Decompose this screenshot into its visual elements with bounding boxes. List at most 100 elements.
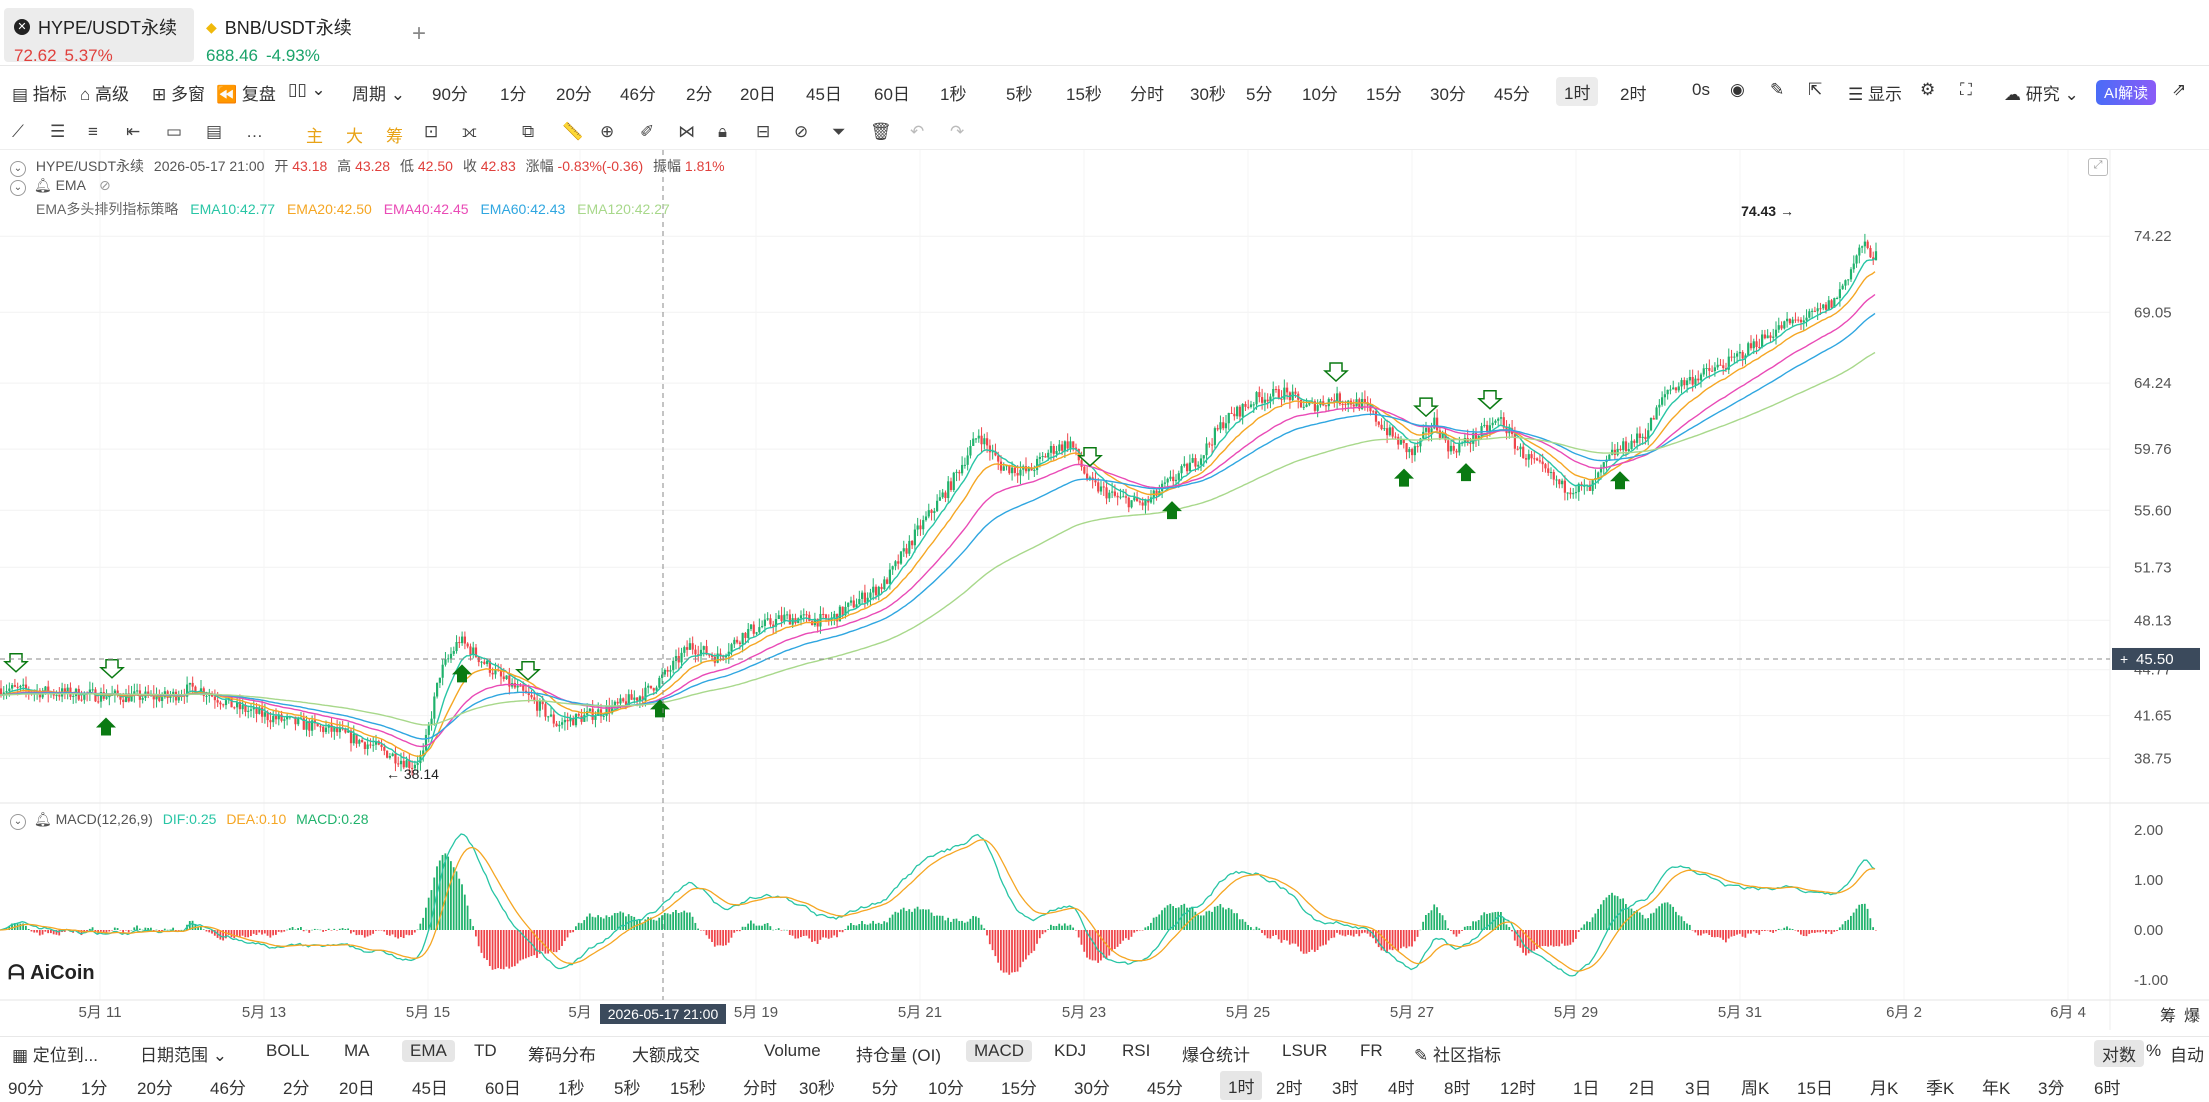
pencil-icon[interactable]: ✎ [1770, 80, 1785, 99]
toolbar-interval-1秒[interactable]: 1秒 [940, 85, 967, 104]
ruler-icon[interactable]: 📏 [562, 122, 584, 141]
interval-10分[interactable]: 10分 [928, 1079, 964, 1098]
interval-45日[interactable]: 45日 [412, 1079, 448, 1098]
interval-2日[interactable]: 2日 [1629, 1079, 1656, 1098]
toolbar-interval-1时[interactable]: 1时 [1556, 77, 1599, 106]
toolbar-interval-46分[interactable]: 46分 [620, 85, 656, 104]
collapse-icon[interactable]: ⌄ [10, 161, 26, 177]
sub-indicator-KDJ[interactable]: KDJ [1054, 1041, 1087, 1060]
sub-indicator-LSUR[interactable]: LSUR [1282, 1041, 1328, 1060]
toolbar-interval-30秒[interactable]: 30秒 [1190, 85, 1226, 104]
sub-indicator-FR[interactable]: FR [1360, 1041, 1383, 1060]
interval-30秒[interactable]: 30秒 [799, 1079, 835, 1098]
interval-90分[interactable]: 90分 [8, 1079, 44, 1098]
main-indicator-MA[interactable]: MA [344, 1041, 370, 1060]
interval-45分[interactable]: 45分 [1147, 1079, 1183, 1098]
side-label-liq[interactable]: 爆 [2184, 1008, 2201, 1025]
close-icon[interactable]: × [2052, 1074, 2062, 1093]
interval-1秒[interactable]: 1秒 [558, 1079, 585, 1098]
channel-tool-icon[interactable]: ≡ [88, 122, 98, 141]
auto-toggle[interactable]: 自动 [2170, 1046, 2204, 1065]
share-icon[interactable]: ⇱ [1808, 80, 1823, 99]
zero-s-label[interactable]: 0s [1692, 80, 1710, 99]
toolbar-interval-45分[interactable]: 45分 [1494, 85, 1530, 104]
interval-30分[interactable]: 30分 [1074, 1079, 1110, 1098]
toolbar-interval-1分[interactable]: 1分 [500, 85, 527, 104]
side-label-chips[interactable]: 筹 [2160, 1008, 2177, 1025]
sub-indicator-RSI[interactable]: RSI [1122, 1041, 1151, 1060]
sub-indicator-MACD[interactable]: MACD [966, 1040, 1033, 1062]
interval-4时[interactable]: 4时 [1388, 1079, 1415, 1098]
toolbar-interval-分时[interactable]: 分时 [1130, 85, 1164, 104]
toolbar-interval-15秒[interactable]: 15秒 [1066, 85, 1102, 104]
interval-15分[interactable]: 15分 [1001, 1079, 1037, 1098]
main-force-button[interactable]: 主 [306, 127, 323, 146]
big-order-button[interactable]: 大 [346, 127, 363, 146]
period-dropdown[interactable]: 周期 ⌄ [352, 80, 405, 105]
sub-indicator-Volume[interactable]: Volume [764, 1041, 821, 1060]
indicators-button[interactable]: ▤ 指标 [12, 80, 67, 105]
brush-icon[interactable]: ✐ [640, 122, 655, 141]
toolbar-interval-45日[interactable]: 45日 [806, 85, 842, 104]
research-button[interactable]: ☁ 研究 ⌄ [2004, 80, 2079, 105]
interval-5分[interactable]: 5分 [872, 1079, 899, 1098]
toolbar-interval-90分[interactable]: 90分 [432, 85, 468, 104]
interval-8时[interactable]: 8时 [1444, 1079, 1471, 1098]
interval-1时[interactable]: 1时 [1220, 1071, 1263, 1100]
main-indicator-EMA[interactable]: EMA [402, 1040, 455, 1062]
main-indicator-筹码分布[interactable]: 筹码分布 [528, 1046, 596, 1065]
zoom-icon[interactable]: ⊕ [600, 122, 615, 141]
date-range-dropdown[interactable]: 日期范围 ⌄ [140, 1041, 227, 1066]
toolbar-interval-2分[interactable]: 2分 [686, 85, 713, 104]
tab-bnb[interactable]: ◆ BNB/USDT永续 688.46 -4.93% [196, 8, 406, 65]
multi-window-button[interactable]: ⊞ 多窗 [152, 80, 205, 105]
interval-3日[interactable]: 3日 [1685, 1079, 1712, 1098]
expand-icon[interactable]: ⤢ [2088, 158, 2108, 176]
interval-15秒[interactable]: 15秒 [670, 1079, 706, 1098]
main-indicator-TD[interactable]: TD [474, 1041, 497, 1060]
interval-年K[interactable]: 年K [1982, 1079, 2011, 1098]
settings-icon[interactable]: ⚙ [1920, 80, 1936, 99]
toolbar-interval-10分[interactable]: 10分 [1302, 85, 1338, 104]
toolbar-interval-20日[interactable]: 20日 [740, 85, 776, 104]
measure-icon[interactable]: ⟗ [462, 122, 477, 141]
interval-46分[interactable]: 46分 [210, 1079, 246, 1098]
sub-indicator-爆仓统计[interactable]: 爆仓统计 [1182, 1046, 1250, 1065]
community-indicators[interactable]: ✎ 社区指标 [1414, 1041, 1501, 1066]
eye-slash-icon[interactable]: ⊘ [99, 177, 111, 193]
hide-icon[interactable]: ⊟ [756, 122, 771, 141]
interval-20分[interactable]: 20分 [137, 1079, 173, 1098]
sub-indicator-持仓量 (OI)[interactable]: 持仓量 (OI) [856, 1046, 941, 1065]
undo-icon[interactable]: ↶ [910, 122, 925, 141]
interval-15日[interactable]: 15日 [1797, 1079, 1833, 1098]
interval-12时[interactable]: 12时 [1500, 1079, 1536, 1098]
fib-tool-icon[interactable]: ▤ [206, 122, 223, 141]
log-scale-toggle[interactable]: 对数 [2094, 1040, 2144, 1067]
price-chart[interactable]: 74.2269.0564.2459.7655.6051.7348.1344.77… [0, 150, 2209, 1030]
copy-icon[interactable]: ⧉ [522, 122, 535, 141]
toolbar-interval-5秒[interactable]: 5秒 [1006, 85, 1033, 104]
chart-type-button[interactable]: ▯▯ ⌄ [288, 80, 326, 100]
bell-icon[interactable]: 🔔︎ [33, 811, 52, 827]
toolbar-interval-20分[interactable]: 20分 [556, 85, 592, 104]
interval-分时[interactable]: 分时 [743, 1079, 777, 1098]
interval-3时[interactable]: 3时 [1332, 1079, 1359, 1098]
lock-icon[interactable]: 🔒︎ [718, 122, 728, 141]
ray-tool-icon[interactable]: ⇤ [126, 122, 141, 141]
filter-icon[interactable]: ⏷ [832, 122, 846, 141]
more-tools-icon[interactable]: … [246, 122, 263, 141]
ai-button[interactable]: AI解读 [2096, 80, 2157, 105]
close-icon[interactable]: ✕ [14, 19, 30, 35]
toolbar-interval-2时[interactable]: 2时 [1620, 85, 1647, 104]
interval-6时[interactable]: 6时 [2094, 1079, 2121, 1098]
interval-2时[interactable]: 2时 [1276, 1079, 1303, 1098]
rect-tool-icon[interactable]: ▭ [166, 122, 183, 141]
popout-icon[interactable]: ⇗ [2172, 80, 2187, 99]
pattern-icon[interactable]: ⊡ [424, 122, 439, 141]
interval-周K[interactable]: 周K [1741, 1079, 1770, 1098]
add-tab-button[interactable]: + [412, 20, 427, 47]
locate-button[interactable]: ▦ 定位到... [12, 1041, 98, 1066]
link-icon[interactable]: ⊘ [794, 122, 809, 141]
interval-2分[interactable]: 2分 [283, 1079, 310, 1098]
line-tool-icon[interactable]: ⟋ [12, 122, 24, 141]
